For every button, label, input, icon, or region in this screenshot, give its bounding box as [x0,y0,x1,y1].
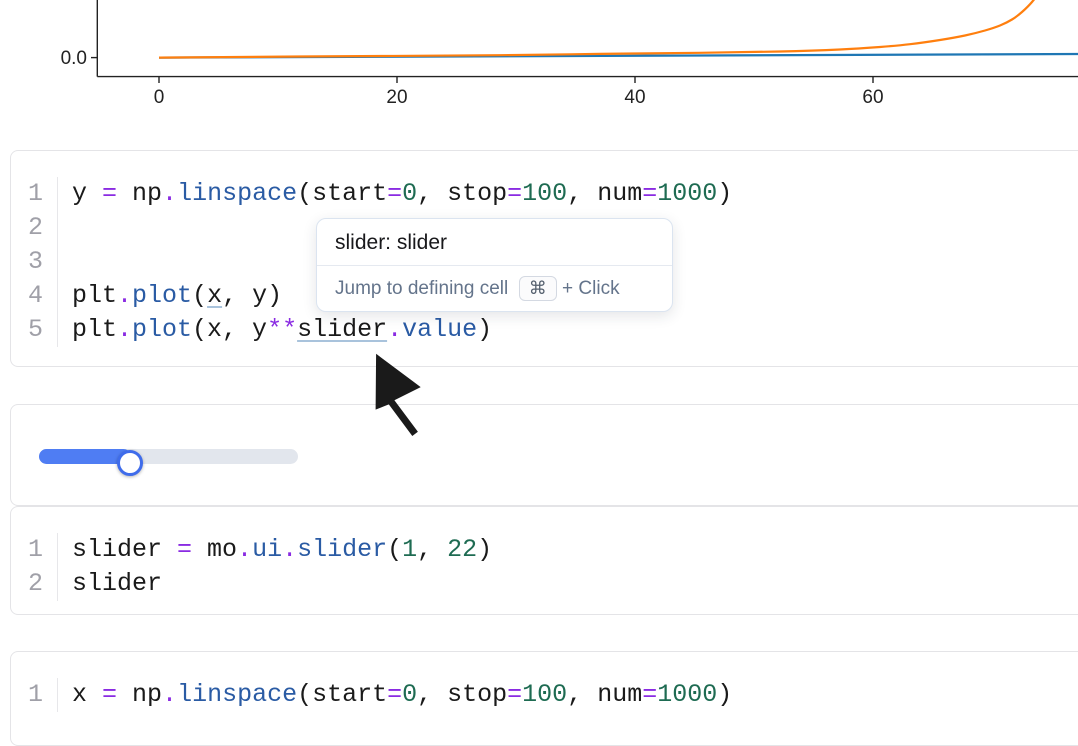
svg-text:40: 40 [624,87,645,108]
svg-text:20: 20 [386,87,407,108]
svg-text:0.0: 0.0 [61,48,87,69]
svg-text:60: 60 [862,87,883,108]
svg-text:0: 0 [154,87,165,108]
